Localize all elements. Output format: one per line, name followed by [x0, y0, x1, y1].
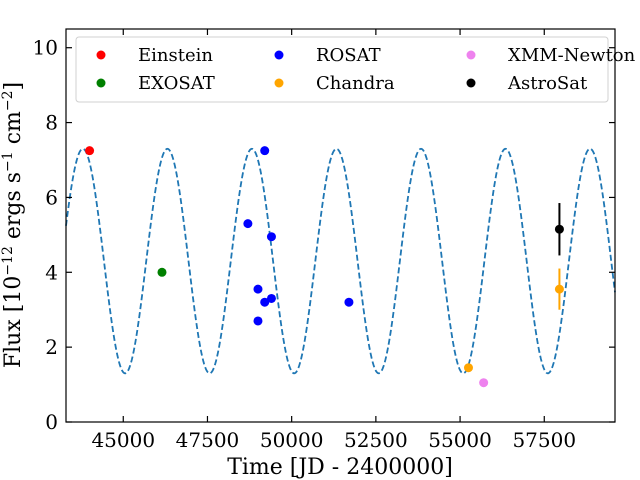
x-tick-label: 50000	[260, 428, 324, 452]
data-points-layer	[85, 146, 564, 388]
legend: Einstein ROSAT XMM-Newton EXOSAT Chandra Astr…	[75, 36, 636, 103]
y-tick-label: 2	[45, 335, 58, 359]
legend-marker-chandra	[274, 78, 284, 88]
legend-label-xmm-newton: XMM-Newton	[508, 45, 636, 66]
y-axis-label: Flux [10−12 ergs s−1 cm−2]	[0, 82, 26, 368]
y-tick-label: 8	[45, 111, 58, 135]
plot-frame	[65, 28, 616, 423]
y-tick-label: 6	[45, 185, 58, 209]
point-xmm-newton-0	[479, 378, 489, 388]
point-rosat-5	[266, 293, 276, 303]
point-chandra-0	[463, 363, 473, 373]
legend-marker-exosat	[96, 78, 106, 88]
x-tick-label: 45000	[91, 428, 155, 452]
point-rosat-2	[266, 232, 276, 242]
model-curve	[65, 147, 616, 375]
legend-label-chandra: Chandra	[316, 73, 395, 94]
point-einstein-0	[85, 146, 95, 156]
legend-label-einstein: Einstein	[138, 45, 213, 66]
point-rosat-1	[260, 146, 270, 156]
x-tick-label: 47500	[176, 428, 240, 452]
point-rosat-4	[260, 297, 270, 307]
legend-marker-einstein	[96, 50, 106, 60]
legend-label-rosat: ROSAT	[316, 45, 381, 66]
point-astrosat-0	[554, 224, 564, 234]
y-tick-label: 10	[33, 36, 58, 60]
legend-marker-astrosat	[466, 78, 476, 88]
legend-label-exosat: EXOSAT	[138, 73, 215, 94]
point-exosat-0	[157, 267, 167, 277]
y-tick-label: 0	[45, 410, 58, 434]
point-rosat-6	[253, 316, 263, 326]
point-rosat-3	[253, 284, 263, 294]
legend-marker-xmm-newton	[466, 50, 476, 60]
point-chandra-1	[554, 284, 564, 294]
point-rosat-7	[344, 297, 354, 307]
x-tick-label: 57500	[512, 428, 576, 452]
ticks-layer: 45000 47500 50000 52500 55000 57500 0 2 4 6 8 10	[33, 29, 615, 452]
y-tick-label: 4	[45, 260, 58, 284]
point-rosat-0	[243, 219, 253, 229]
legend-marker-rosat	[274, 50, 284, 60]
x-tick-label: 52500	[344, 428, 408, 452]
x-tick-label: 55000	[428, 428, 492, 452]
legend-label-astrosat: AstroSat	[507, 73, 588, 94]
x-axis-label: Time [JD - 2400000]	[227, 455, 453, 480]
model-curve-layer	[65, 147, 616, 375]
